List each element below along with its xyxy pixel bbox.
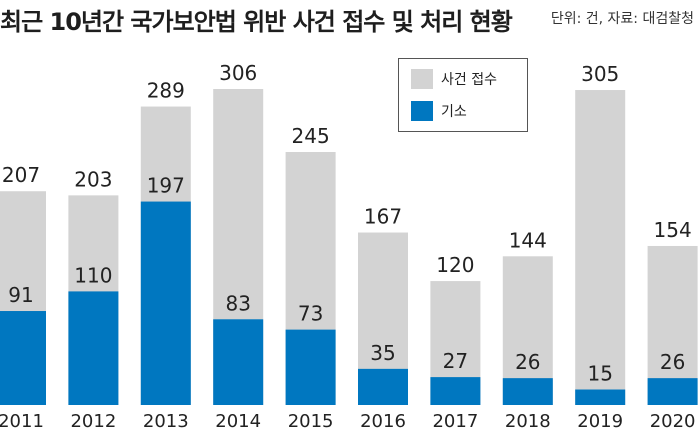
- bar-indicted-2012: [68, 291, 119, 405]
- x-tick-2019: 2019: [577, 411, 623, 431]
- legend-swatch-indicted: [411, 101, 433, 121]
- x-tick-2012: 2012: [70, 411, 116, 431]
- label-indicted-2019: 15: [587, 362, 612, 386]
- x-tick-2013: 2013: [143, 411, 189, 431]
- bar-indicted-2018: [502, 378, 553, 405]
- label-received-2012: 203: [74, 167, 112, 191]
- bar-indicted-2020: [647, 378, 698, 405]
- bar-indicted-2013: [140, 201, 191, 405]
- label-received-2016: 167: [364, 205, 402, 229]
- legend: 사건 접수 기소: [398, 58, 528, 132]
- label-indicted-2018: 26: [515, 350, 540, 374]
- x-tick-2018: 2018: [505, 411, 551, 431]
- x-tick-2020: 2020: [650, 411, 696, 431]
- label-received-2018: 144: [509, 228, 547, 252]
- label-received-2015: 245: [292, 124, 330, 148]
- bar-indicted-2017: [430, 377, 481, 405]
- label-received-2011: 207: [2, 163, 40, 187]
- label-indicted-2015: 73: [298, 302, 323, 326]
- legend-swatch-received: [411, 69, 433, 89]
- label-indicted-2013: 197: [147, 174, 185, 198]
- legend-item-received: 사건 접수: [411, 69, 497, 89]
- bar-indicted-2016: [358, 368, 408, 405]
- label-indicted-2014: 83: [225, 291, 250, 315]
- legend-label-indicted: 기소: [441, 104, 467, 120]
- bar-indicted-2014: [213, 319, 264, 405]
- label-indicted-2016: 35: [370, 341, 395, 365]
- label-indicted-2011: 91: [8, 283, 33, 307]
- label-received-2017: 120: [436, 253, 474, 277]
- x-tick-2016: 2016: [360, 411, 406, 431]
- x-tick-2011: 2011: [0, 411, 44, 431]
- label-received-2020: 154: [654, 218, 692, 242]
- bar-indicted-2015: [285, 329, 336, 405]
- label-indicted-2012: 110: [74, 263, 112, 287]
- label-received-2013: 289: [147, 79, 185, 103]
- bar-indicted-2019: [575, 389, 626, 405]
- bar-received-2019: [575, 90, 626, 405]
- legend-item-indicted: 기소: [411, 101, 467, 121]
- chart-title: 최근 10년간 국가보안법 위반 사건 접수 및 처리 현황: [0, 8, 513, 36]
- label-received-2014: 306: [219, 61, 257, 85]
- x-tick-2017: 2017: [432, 411, 478, 431]
- unit-source-note: 단위: 건, 자료: 대검찰청: [550, 11, 694, 27]
- bar-indicted-2011: [0, 311, 46, 405]
- label-indicted-2020: 26: [660, 350, 685, 374]
- label-indicted-2017: 27: [443, 349, 468, 373]
- x-tick-2014: 2014: [215, 411, 261, 431]
- legend-label-received: 사건 접수: [441, 72, 497, 88]
- x-tick-2015: 2015: [288, 411, 334, 431]
- label-received-2019: 305: [581, 62, 619, 86]
